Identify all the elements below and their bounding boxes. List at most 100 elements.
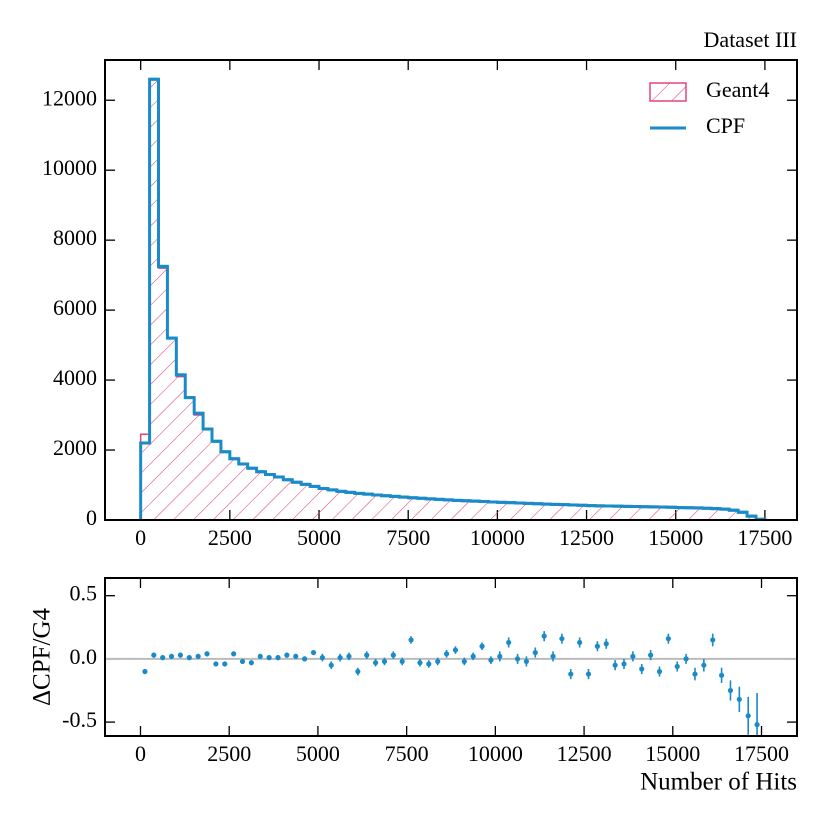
hist-bar	[720, 509, 730, 520]
data-point	[674, 663, 680, 670]
hist-bar	[434, 499, 444, 520]
x-tick-label: 2500	[208, 525, 252, 550]
hist-bar	[319, 488, 328, 520]
hist-bar	[488, 501, 498, 520]
hist-bar	[541, 504, 551, 520]
hist-bar	[310, 486, 320, 520]
hist-bar	[372, 494, 382, 520]
data-point	[160, 655, 166, 661]
data-point	[328, 662, 334, 668]
data-point	[612, 662, 618, 668]
data-point	[177, 652, 184, 658]
x-tick-label: 10000	[468, 741, 523, 766]
hist-bar	[559, 504, 569, 520]
data-point	[470, 653, 476, 659]
hist-bar	[354, 493, 364, 520]
data-point	[399, 658, 405, 665]
hist-bar	[194, 415, 204, 520]
hist-bar	[417, 498, 427, 520]
x-tick-label: 7500	[385, 741, 429, 766]
hist-bar	[229, 458, 239, 520]
data-point	[710, 637, 716, 643]
data-point	[461, 658, 467, 665]
data-point	[754, 722, 760, 728]
hist-bar	[568, 504, 578, 520]
y-tick-label: 10000	[42, 155, 97, 180]
hist-bar	[675, 507, 685, 520]
hist-bar	[220, 451, 230, 520]
y-tick-label: 8000	[53, 225, 97, 250]
hist-bar	[390, 496, 400, 520]
data-point	[346, 653, 352, 659]
data-point	[656, 668, 663, 675]
data-point	[568, 671, 574, 677]
y-tick-label: 0	[86, 505, 97, 530]
data-point	[665, 636, 671, 642]
hist-bar	[167, 338, 177, 520]
data-point	[541, 633, 547, 639]
x-tick-label: 12500	[559, 525, 614, 550]
hist-bar	[586, 505, 596, 520]
hist-bar	[506, 502, 516, 520]
plot-area	[105, 631, 797, 736]
data-point	[532, 649, 538, 656]
data-point	[417, 660, 423, 666]
legend-label: Geant4	[706, 77, 770, 102]
hist-bar	[149, 79, 159, 520]
hist-bar	[747, 515, 756, 520]
data-point	[151, 652, 157, 658]
hist-bar	[443, 499, 453, 520]
hist-bar	[363, 494, 373, 520]
data-point	[364, 652, 370, 658]
data-point	[426, 661, 432, 667]
hist-bar	[176, 376, 186, 520]
data-point	[337, 655, 343, 661]
legend-swatch	[649, 82, 687, 102]
y-tick-label: 4000	[53, 365, 97, 390]
data-point	[239, 658, 246, 665]
hist-bar	[212, 441, 221, 520]
data-point	[514, 656, 521, 662]
data-point	[630, 653, 636, 659]
data-point	[683, 656, 689, 662]
axes-frame	[104, 577, 798, 737]
data-point	[497, 653, 503, 659]
data-point	[195, 653, 201, 659]
data-point	[390, 652, 396, 658]
hist-outline	[139, 77, 767, 520]
data-point	[275, 655, 281, 661]
data-point	[727, 687, 734, 694]
data-point	[701, 662, 707, 668]
data-point	[603, 641, 609, 647]
hist-bar	[336, 491, 346, 520]
data-point	[479, 643, 485, 649]
data-point	[435, 658, 441, 665]
x-tick-label: 0	[135, 741, 146, 766]
hist-bar	[631, 506, 641, 520]
hist-bar	[729, 509, 739, 520]
data-point	[408, 637, 414, 643]
hist-bar	[140, 434, 150, 520]
hist-bar	[327, 489, 337, 520]
hist-bar	[238, 464, 248, 520]
x-tick-label: 7500	[386, 525, 430, 550]
hist-outline	[139, 78, 766, 520]
y-tick-label: 12000	[42, 85, 97, 110]
x-tick-label: 15000	[648, 525, 703, 550]
x-tick-label: 0	[135, 525, 146, 550]
plot-area	[139, 77, 767, 520]
hist-bar	[470, 501, 480, 520]
data-point	[355, 668, 361, 675]
data-point	[266, 655, 272, 661]
hist-bar	[613, 506, 623, 520]
hist-bar	[622, 506, 632, 520]
data-point	[639, 666, 645, 672]
data-point	[585, 671, 592, 677]
data-point	[293, 653, 299, 659]
data-point	[284, 652, 290, 658]
data-point	[302, 656, 308, 662]
data-point	[372, 660, 379, 666]
data-point	[231, 651, 237, 657]
hist-bar	[684, 507, 694, 520]
dataset-label: Dataset III	[704, 27, 797, 52]
